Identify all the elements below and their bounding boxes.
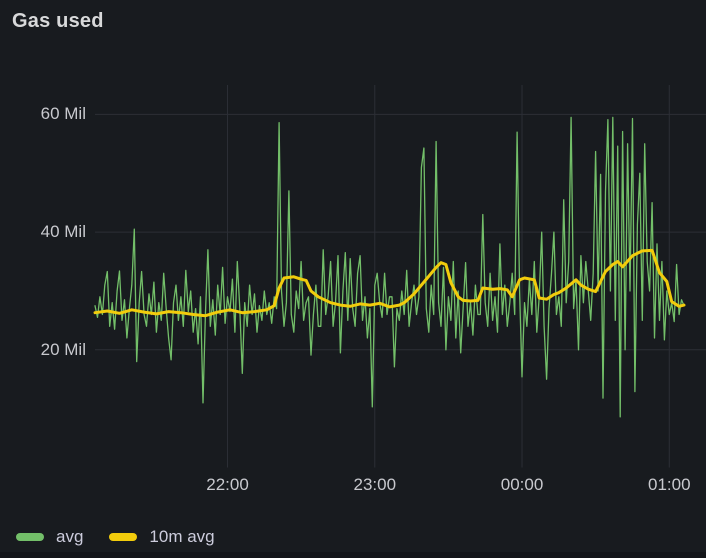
- x-tick-label: 01:00: [647, 475, 691, 494]
- series-10m-avg: [93, 248, 686, 318]
- legend-item-avg[interactable]: avg: [16, 527, 83, 547]
- y-tick-label: 40 Mil: [40, 222, 86, 242]
- x-tick-label: 22:00: [206, 475, 249, 494]
- ten-min-avg-series-label: 10m avg: [149, 527, 215, 546]
- x-tick-label: 00:00: [500, 475, 544, 494]
- x-tick-label: 23:00: [353, 475, 397, 494]
- legend: avg 10m avg: [16, 527, 215, 547]
- panel-title: Gas used: [12, 10, 104, 32]
- panel-bottom-edge: [0, 552, 706, 558]
- ten-min-avg-series-swatch: [109, 533, 138, 541]
- y-tick-label: 60 Mil: [40, 104, 86, 124]
- series-avg: [94, 116, 685, 418]
- avg-series-label: avg: [56, 527, 84, 546]
- legend-item-10m-avg[interactable]: 10m avg: [109, 527, 215, 547]
- y-tick-label: 20 Mil: [40, 339, 86, 359]
- avg-series-swatch: [16, 533, 44, 541]
